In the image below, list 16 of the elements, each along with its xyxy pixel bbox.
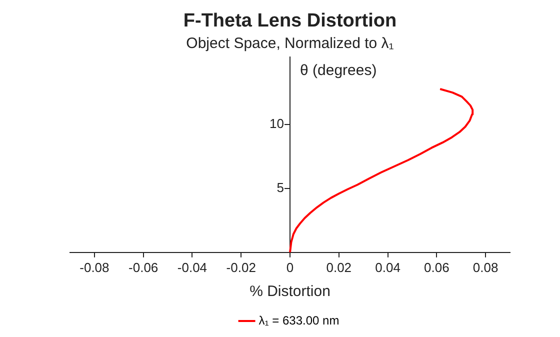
x-axis-title: % Distortion: [250, 283, 330, 300]
x-tick-label: 0.02: [326, 260, 352, 275]
x-tick-label: -0.04: [177, 260, 208, 275]
y-tick-label: 10: [270, 116, 284, 132]
x-tick-label: -0.06: [128, 260, 158, 275]
y-axis-title: θ (degrees): [300, 62, 377, 79]
x-tick-label: 0: [286, 260, 294, 275]
x-tick-label: 0.08: [472, 260, 498, 275]
x-tick-label: 0.04: [375, 260, 400, 275]
legend-label: λ₁ = 633.00 nm: [258, 313, 340, 328]
x-tick-label: 0.06: [424, 260, 450, 275]
y-tick-label: 5: [276, 180, 284, 196]
x-tick-label: -0.08: [80, 260, 110, 275]
chart-title: F-Theta Lens Distortion: [183, 10, 397, 32]
chart-subtitle: Object Space, Normalized to λ₁: [186, 34, 394, 52]
x-tick-label: -0.02: [226, 260, 256, 275]
